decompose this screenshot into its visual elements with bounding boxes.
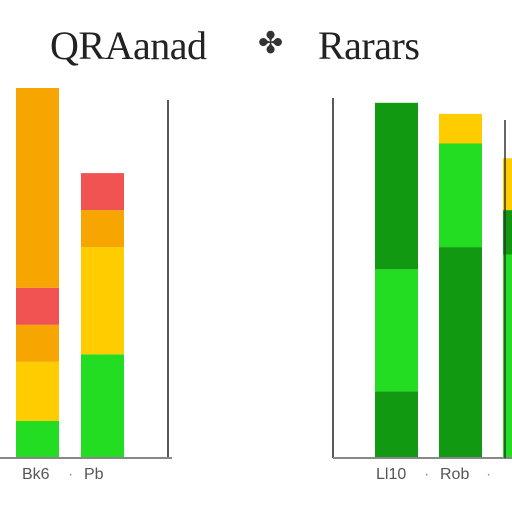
- bar-segment-chart1-bar2-seg3: [81, 210, 124, 248]
- x-tick-label-right-1: Ll10: [376, 466, 407, 483]
- bar-segment-chart1-bar1-seg2: [16, 361, 59, 421]
- x-tick-separator-right-2: ·: [486, 466, 492, 483]
- bar-segment-chart1-bar1-seg5: [16, 88, 59, 288]
- x-tick-separator-right-1: ·: [424, 466, 430, 483]
- bar-segment-chart2-bar2-seg2: [439, 143, 482, 248]
- title-mark: ✤: [258, 27, 284, 60]
- bar-segment-chart2-bar1-seg1: [375, 391, 418, 458]
- x-tick-label-right-2: Rob: [440, 466, 470, 483]
- x-tick-label-left-2: Pb: [84, 466, 104, 483]
- bar-segment-chart2-bar2-seg3: [439, 113, 482, 144]
- bar-segment-chart2-bar1-seg3: [375, 102, 418, 270]
- title-left: QRAanad: [50, 23, 207, 68]
- bar-segment-chart2-bar2-seg1: [439, 247, 482, 458]
- x-tick-separator-left: ·: [68, 466, 74, 483]
- bar-segment-chart1-bar2-seg4: [81, 173, 124, 211]
- bar-segment-chart1-bar1-seg4: [16, 287, 59, 325]
- bar-segment-chart2-bar3-seg1: [503, 254, 512, 458]
- x-tick-label-left-1: Bk6: [22, 466, 50, 483]
- bar-segment-chart1-bar1-seg3: [16, 324, 59, 362]
- bar-segment-chart2-bar3-seg2: [503, 210, 512, 255]
- bar-segment-chart2-bar1-seg2: [375, 269, 418, 392]
- bar-segment-chart1-bar2-seg1: [81, 354, 124, 458]
- bar-segment-chart1-bar2-seg2: [81, 247, 124, 355]
- bar-segment-chart1-bar1-seg1: [16, 421, 59, 458]
- title-right: Rarars: [318, 23, 420, 68]
- bar-segment-chart2-bar3-seg3: [503, 158, 512, 211]
